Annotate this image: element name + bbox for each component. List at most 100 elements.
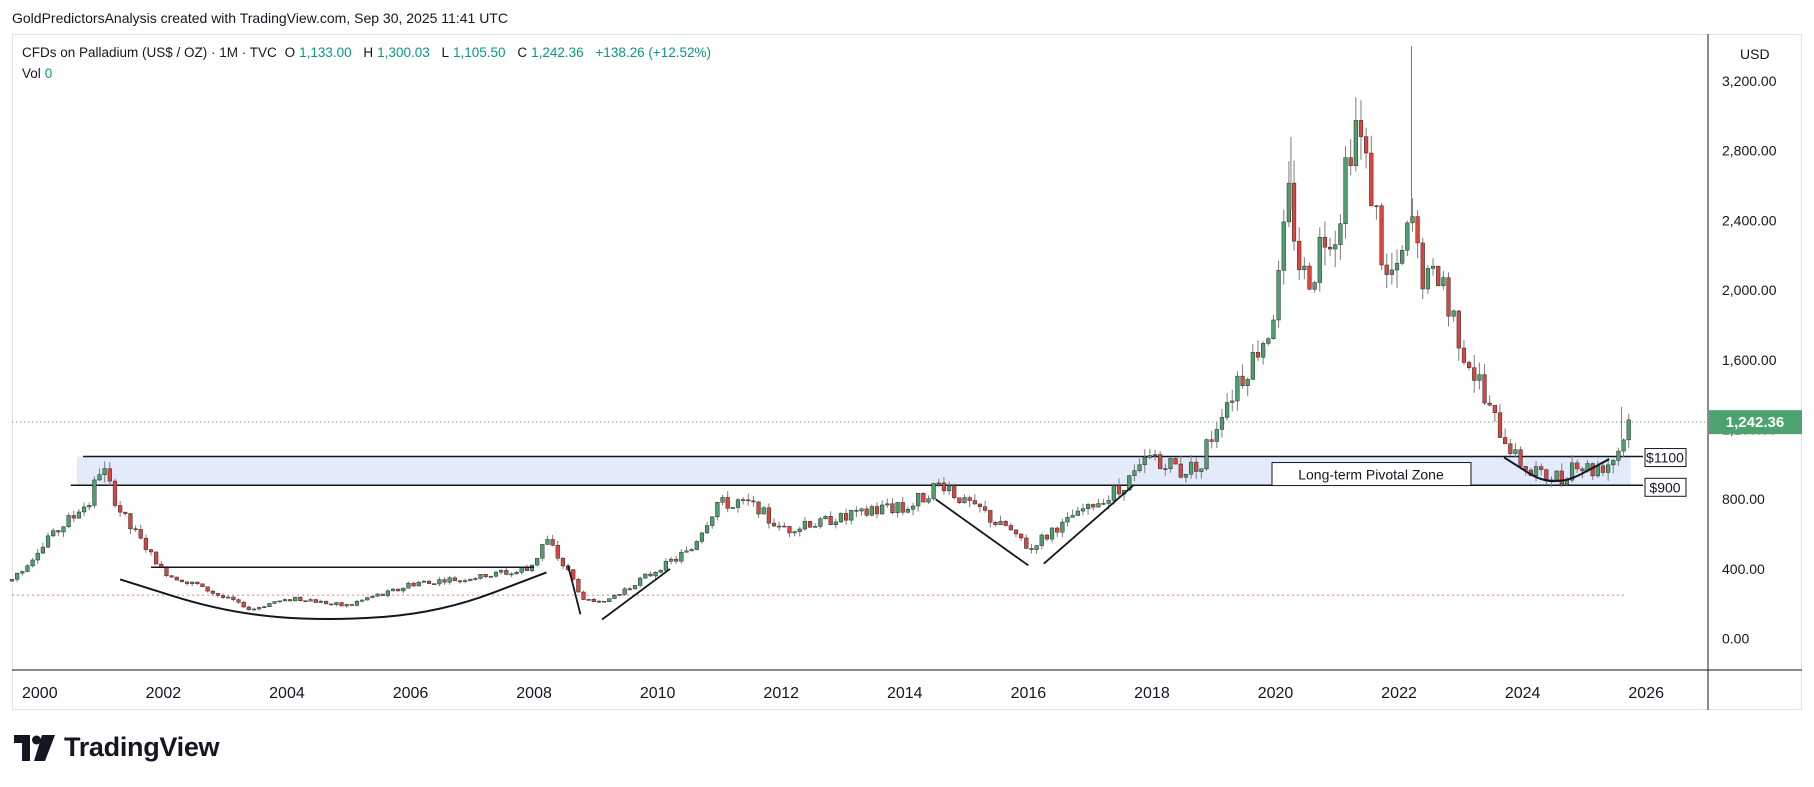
price-tick-label: 0.00 <box>1722 631 1749 647</box>
candle <box>545 535 550 545</box>
candle <box>1600 462 1606 477</box>
candle <box>1451 309 1456 322</box>
last-price-tag: 1,242.36 <box>1709 410 1802 435</box>
candle-body <box>128 513 133 529</box>
candle <box>1013 529 1019 538</box>
candle <box>1400 245 1405 266</box>
candle-body <box>1559 470 1564 485</box>
last-price-tag-label: 1,242.36 <box>1726 414 1784 431</box>
candle <box>931 482 936 501</box>
candle-body <box>1312 282 1317 290</box>
candle-body <box>957 497 962 503</box>
candle-body <box>998 521 1003 525</box>
candle <box>272 601 277 605</box>
candle-body <box>76 511 82 519</box>
candle-body <box>771 522 777 527</box>
candle <box>97 468 102 481</box>
candle-body <box>287 599 293 602</box>
candle <box>226 595 231 599</box>
candle <box>1405 220 1410 257</box>
candle <box>267 602 272 607</box>
candle <box>921 492 926 503</box>
candle <box>869 504 874 517</box>
candle <box>380 593 385 596</box>
candle <box>1039 533 1044 550</box>
candle <box>818 516 823 529</box>
candle-body <box>1209 439 1214 442</box>
candle-body <box>334 602 339 605</box>
candle-body <box>622 588 627 595</box>
candle-body <box>1291 182 1297 242</box>
candle-body <box>406 582 411 589</box>
candle-body <box>20 571 25 574</box>
candle-body <box>360 599 365 602</box>
candle-body <box>1513 449 1518 454</box>
candle-body <box>607 598 612 602</box>
candle-body <box>921 493 926 503</box>
candle <box>1152 449 1158 461</box>
candle <box>1297 227 1302 281</box>
candle <box>1158 451 1163 470</box>
candle-body <box>710 516 715 526</box>
candle <box>1487 395 1492 407</box>
candle-body <box>354 600 360 606</box>
candle <box>807 520 813 529</box>
candle <box>756 501 761 519</box>
candle <box>1606 457 1611 481</box>
candle <box>76 509 82 519</box>
candle <box>880 500 885 515</box>
candle <box>102 461 107 483</box>
candle-body <box>1065 517 1070 523</box>
candle <box>576 577 581 593</box>
candle-body <box>509 573 514 576</box>
tradingview-brand[interactable]: TradingView <box>14 732 220 763</box>
candle-body <box>1503 437 1508 445</box>
candle <box>1441 271 1446 290</box>
candle-body <box>1348 157 1353 166</box>
time-tick-label: 2002 <box>146 685 182 702</box>
candle <box>663 558 668 572</box>
candle <box>504 567 509 576</box>
candle-body <box>591 599 596 602</box>
candle <box>92 476 97 509</box>
candle-body <box>962 497 967 503</box>
candle <box>442 577 447 585</box>
symbol-legend[interactable]: CFDs on Palladium (US$ / OZ) · 1M · TVC … <box>22 45 715 60</box>
candle-body <box>555 544 560 559</box>
candle <box>1446 272 1451 327</box>
candle <box>1575 459 1580 474</box>
candle-body <box>25 565 30 572</box>
candle <box>401 587 406 594</box>
price-tick-label: 3,200.00 <box>1722 73 1777 89</box>
candle-body <box>910 505 916 510</box>
candle <box>1379 203 1384 271</box>
candle <box>1497 403 1503 439</box>
candle-body <box>1188 461 1194 475</box>
candle-body <box>35 552 40 561</box>
candle <box>1503 428 1508 445</box>
candle <box>1049 527 1055 543</box>
candle <box>45 532 51 549</box>
candle <box>148 548 154 556</box>
candle <box>81 502 87 517</box>
candle <box>957 497 962 505</box>
candle <box>1173 457 1178 465</box>
candle-body <box>916 493 921 507</box>
candle-body <box>81 506 87 513</box>
candle-body <box>195 581 200 585</box>
candle <box>1235 371 1240 411</box>
candle <box>231 595 236 602</box>
candle <box>509 572 514 578</box>
candle-body <box>952 486 957 499</box>
candle <box>1312 280 1317 293</box>
candle <box>1116 478 1122 499</box>
candle <box>535 557 540 567</box>
candle-body <box>1600 465 1606 473</box>
candle-body <box>1394 263 1400 271</box>
volume-legend[interactable]: Vol 0 <box>22 66 52 81</box>
candle <box>771 518 777 527</box>
candle-body <box>725 497 730 509</box>
candle <box>499 569 504 575</box>
candle <box>1611 458 1616 474</box>
